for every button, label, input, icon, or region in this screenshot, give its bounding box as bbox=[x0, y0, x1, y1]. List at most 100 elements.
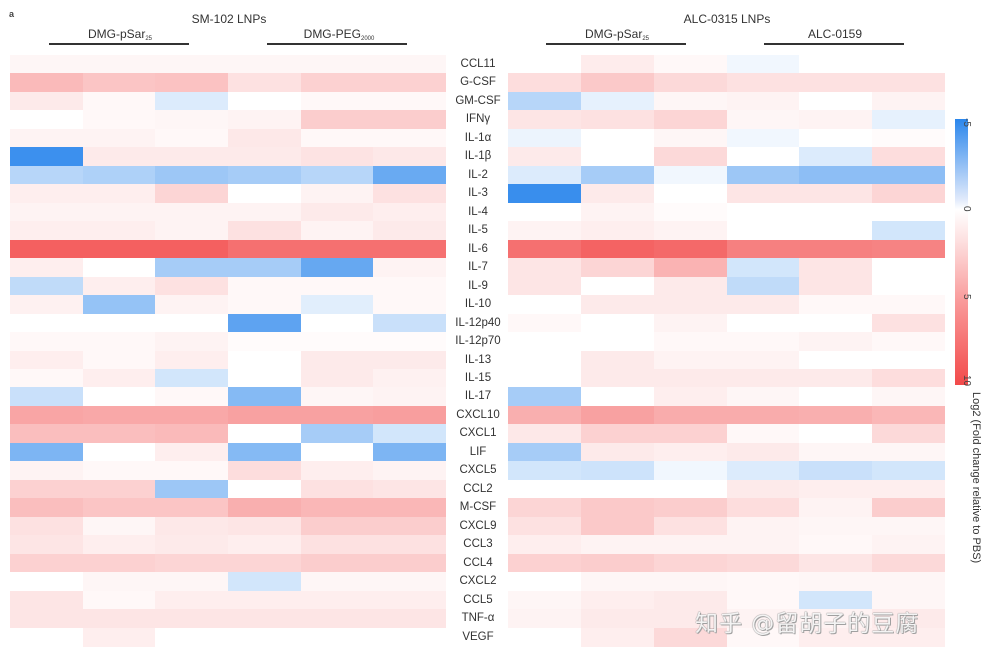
heatmap-cell bbox=[82, 387, 156, 407]
heatmap-cell bbox=[300, 295, 374, 315]
heatmap-cell bbox=[10, 202, 83, 222]
colorbar-tick: 5 bbox=[961, 294, 972, 300]
heatmap-cell bbox=[653, 350, 727, 370]
heatmap-cell bbox=[653, 295, 727, 315]
heatmap-cell bbox=[580, 73, 654, 93]
heatmap-cell bbox=[799, 627, 873, 647]
heatmap-cell bbox=[10, 295, 83, 315]
heatmap-cell bbox=[653, 405, 727, 425]
heatmap-cell bbox=[373, 128, 447, 148]
heatmap-cell bbox=[872, 110, 946, 130]
row-label: CCL2 bbox=[463, 482, 493, 495]
subgroup-bar bbox=[267, 43, 407, 45]
colorbar-tick: -5 bbox=[961, 118, 972, 127]
heatmap-cell bbox=[508, 221, 581, 241]
heatmap-cell bbox=[508, 239, 581, 259]
heatmap-cell bbox=[726, 627, 800, 647]
heatmap-cell bbox=[82, 239, 156, 259]
heatmap-cell bbox=[82, 350, 156, 370]
heatmap-cell bbox=[82, 73, 156, 93]
row-label: IL-17 bbox=[464, 390, 492, 403]
heatmap-cell bbox=[10, 165, 83, 185]
heatmap-cell bbox=[10, 516, 83, 536]
heatmap-cell bbox=[82, 91, 156, 111]
heatmap-cell bbox=[653, 368, 727, 388]
colorbar bbox=[955, 119, 968, 385]
heatmap-cell bbox=[82, 128, 156, 148]
heatmap-cell bbox=[653, 387, 727, 407]
heatmap-cell bbox=[82, 332, 156, 352]
heatmap-cell bbox=[799, 405, 873, 425]
heatmap-cell bbox=[872, 221, 946, 241]
heatmap-cell bbox=[580, 110, 654, 130]
heatmap-cell bbox=[508, 110, 581, 130]
heatmap-cell bbox=[228, 258, 301, 278]
heatmap-cell bbox=[10, 110, 83, 130]
heatmap-cell bbox=[799, 461, 873, 481]
heatmap-cell bbox=[872, 147, 946, 167]
heatmap-cell bbox=[580, 350, 654, 370]
heatmap-cell bbox=[872, 387, 946, 407]
heatmap-cell bbox=[726, 350, 800, 370]
heatmap-cell bbox=[653, 147, 727, 167]
heatmap-cell bbox=[300, 202, 374, 222]
heatmap-cell bbox=[228, 609, 301, 629]
heatmap-cell bbox=[872, 332, 946, 352]
heatmap-cell bbox=[300, 165, 374, 185]
heatmap-cell bbox=[82, 535, 156, 555]
heatmap-cell bbox=[155, 295, 229, 315]
heatmap-cell bbox=[872, 128, 946, 148]
heatmap-cell bbox=[508, 609, 581, 629]
heatmap-cell bbox=[799, 165, 873, 185]
heatmap-cell bbox=[872, 609, 946, 629]
heatmap-cell bbox=[228, 405, 301, 425]
heatmap-cell bbox=[653, 165, 727, 185]
row-label: IL-10 bbox=[464, 298, 492, 311]
heatmap-cell bbox=[872, 572, 946, 592]
heatmap-cell bbox=[155, 609, 229, 629]
heatmap-cell bbox=[10, 221, 83, 241]
heatmap-cell bbox=[373, 350, 447, 370]
heatmap-cell bbox=[872, 239, 946, 259]
heatmap-cell bbox=[508, 258, 581, 278]
heatmap-cell bbox=[799, 553, 873, 573]
heatmap-cell bbox=[373, 55, 447, 74]
heatmap-cell bbox=[872, 553, 946, 573]
heatmap-cell bbox=[373, 461, 447, 481]
heatmap-cell bbox=[300, 350, 374, 370]
heatmap-cell bbox=[872, 535, 946, 555]
heatmap-cell bbox=[580, 479, 654, 499]
heatmap-cell bbox=[872, 165, 946, 185]
heatmap-cell bbox=[228, 91, 301, 111]
heatmap-cell bbox=[653, 239, 727, 259]
heatmap-cell bbox=[726, 221, 800, 241]
heatmap-cell bbox=[653, 479, 727, 499]
heatmap-cell bbox=[653, 461, 727, 481]
heatmap-cell bbox=[10, 239, 83, 259]
heatmap-cell bbox=[726, 184, 800, 204]
heatmap-cell bbox=[726, 313, 800, 333]
heatmap-cell bbox=[82, 590, 156, 610]
row-label: TNF-α bbox=[461, 612, 495, 625]
heatmap-cell bbox=[872, 350, 946, 370]
heatmap-cell bbox=[300, 535, 374, 555]
heatmap-cell bbox=[10, 258, 83, 278]
heatmap-cell bbox=[300, 405, 374, 425]
heatmap-cell bbox=[580, 184, 654, 204]
heatmap-cell bbox=[10, 55, 83, 74]
heatmap-cell bbox=[799, 221, 873, 241]
heatmap-cell bbox=[799, 479, 873, 499]
heatmap-cell bbox=[373, 91, 447, 111]
heatmap-cell bbox=[228, 276, 301, 296]
heatmap-cell bbox=[155, 424, 229, 444]
heatmap-cell bbox=[300, 313, 374, 333]
heatmap-cell bbox=[508, 516, 581, 536]
heatmap-cell bbox=[373, 184, 447, 204]
heatmap-cell bbox=[580, 332, 654, 352]
row-label: CXCL9 bbox=[459, 519, 497, 532]
heatmap-cell bbox=[155, 627, 229, 647]
heatmap-cell bbox=[82, 442, 156, 462]
heatmap-cell bbox=[10, 553, 83, 573]
heatmap-cell bbox=[155, 165, 229, 185]
heatmap-cell bbox=[155, 516, 229, 536]
